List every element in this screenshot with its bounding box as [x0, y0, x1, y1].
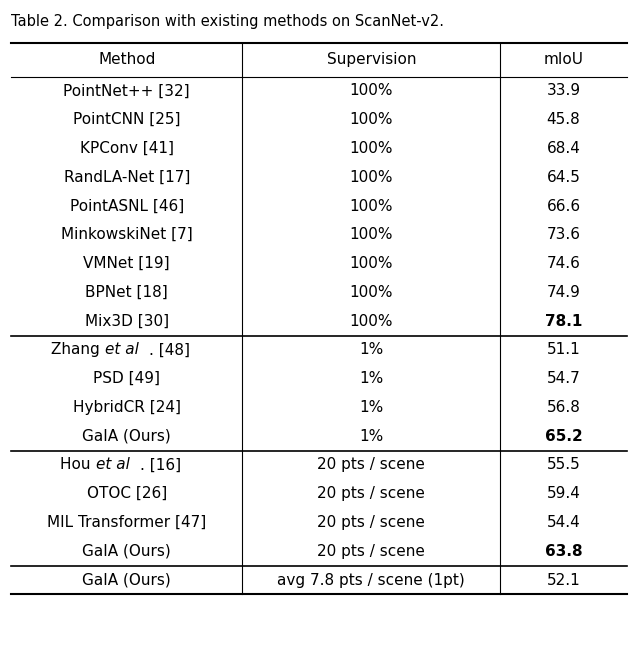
Text: RandLA-Net [17]: RandLA-Net [17]	[64, 170, 190, 184]
Text: 100%: 100%	[350, 314, 393, 328]
Text: 33.9: 33.9	[546, 84, 581, 98]
Text: MinkowskiNet [7]: MinkowskiNet [7]	[61, 228, 193, 242]
Text: 59.4: 59.4	[547, 487, 581, 501]
Text: Hou: Hou	[61, 458, 96, 472]
Text: 20 pts / scene: 20 pts / scene	[317, 544, 425, 559]
Text: 100%: 100%	[350, 285, 393, 300]
Text: 64.5: 64.5	[547, 170, 581, 184]
Text: PointASNL [46]: PointASNL [46]	[70, 199, 184, 213]
Text: GaIA (Ours): GaIA (Ours)	[82, 573, 171, 587]
Text: 51.1: 51.1	[547, 343, 581, 357]
Text: 55.5: 55.5	[547, 458, 581, 472]
Text: Mix3D [30]: Mix3D [30]	[85, 314, 169, 328]
Text: et al: et al	[96, 458, 130, 472]
Text: 78.1: 78.1	[545, 314, 582, 328]
Text: Method: Method	[98, 52, 156, 67]
Text: 20 pts / scene: 20 pts / scene	[317, 515, 425, 530]
Text: 100%: 100%	[350, 141, 393, 156]
Text: PSD [49]: PSD [49]	[93, 371, 160, 386]
Text: PointCNN [25]: PointCNN [25]	[73, 112, 181, 127]
Text: VMNet [19]: VMNet [19]	[84, 256, 170, 271]
Text: 66.6: 66.6	[546, 199, 581, 213]
Text: GaIA (Ours): GaIA (Ours)	[82, 429, 171, 443]
Text: Zhang: Zhang	[52, 343, 105, 357]
Text: BPNet [18]: BPNet [18]	[85, 285, 168, 300]
Text: 52.1: 52.1	[547, 573, 581, 587]
Text: mIoU: mIoU	[544, 52, 584, 67]
Text: 74.6: 74.6	[547, 256, 581, 271]
Text: 68.4: 68.4	[547, 141, 581, 156]
Text: 1%: 1%	[359, 371, 383, 386]
Text: 100%: 100%	[350, 228, 393, 242]
Text: KPConv [41]: KPConv [41]	[80, 141, 174, 156]
Text: 100%: 100%	[350, 84, 393, 98]
Text: 1%: 1%	[359, 429, 383, 443]
Text: 1%: 1%	[359, 343, 383, 357]
Text: GaIA (Ours): GaIA (Ours)	[82, 544, 171, 559]
Text: 100%: 100%	[350, 170, 393, 184]
Text: Table 2. Comparison with existing methods on ScanNet-v2.: Table 2. Comparison with existing method…	[11, 14, 445, 29]
Text: 54.7: 54.7	[547, 371, 581, 386]
Text: 100%: 100%	[350, 256, 393, 271]
Text: 63.8: 63.8	[545, 544, 582, 559]
Text: . [16]: . [16]	[140, 458, 181, 472]
Text: MIL Transformer [47]: MIL Transformer [47]	[47, 515, 207, 530]
Text: 73.6: 73.6	[547, 228, 581, 242]
Text: 100%: 100%	[350, 199, 393, 213]
Text: 1%: 1%	[359, 400, 383, 415]
Text: 54.4: 54.4	[547, 515, 581, 530]
Text: 100%: 100%	[350, 112, 393, 127]
Text: avg 7.8 pts / scene (1pt): avg 7.8 pts / scene (1pt)	[278, 573, 465, 587]
Text: et al: et al	[105, 343, 138, 357]
Text: 45.8: 45.8	[547, 112, 581, 127]
Text: . [48]: . [48]	[149, 343, 190, 357]
Text: Supervision: Supervision	[327, 52, 416, 67]
Text: HybridCR [24]: HybridCR [24]	[73, 400, 181, 415]
Text: 20 pts / scene: 20 pts / scene	[317, 458, 425, 472]
Text: OTOC [26]: OTOC [26]	[87, 487, 167, 501]
Text: 65.2: 65.2	[545, 429, 582, 443]
Text: 74.9: 74.9	[547, 285, 581, 300]
Text: 56.8: 56.8	[547, 400, 581, 415]
Text: PointNet++ [32]: PointNet++ [32]	[64, 84, 190, 98]
Text: 20 pts / scene: 20 pts / scene	[317, 487, 425, 501]
